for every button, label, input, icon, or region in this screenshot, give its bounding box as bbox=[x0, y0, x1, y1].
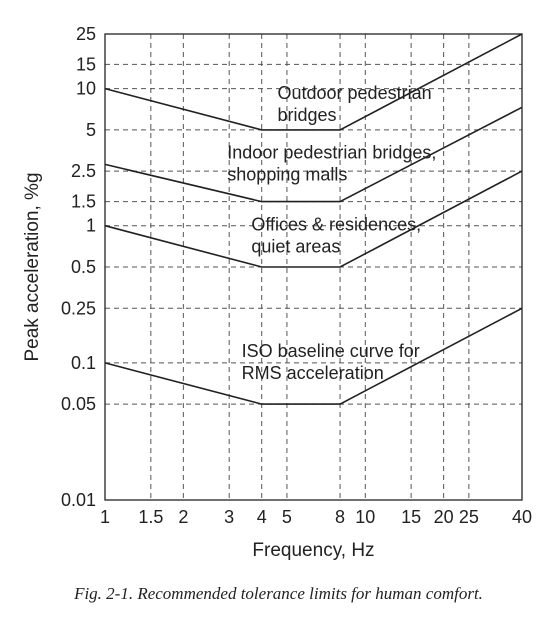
tolerance-curve bbox=[104, 33, 523, 131]
x-tick-label: 2 bbox=[178, 507, 188, 527]
curve-annotation: ISO baseline curve for RMS acceleration bbox=[242, 341, 420, 383]
tolerance-curve bbox=[104, 307, 523, 405]
y-tick-label: 15 bbox=[76, 54, 96, 74]
x-tick-label: 20 bbox=[434, 507, 454, 527]
x-tick-label: 4 bbox=[257, 507, 267, 527]
x-tick-label: 8 bbox=[335, 507, 345, 527]
x-tick-labels: 1 1.5 2 3 4 5 8 10 15 20 25 40 bbox=[100, 507, 532, 527]
tolerance-curves bbox=[104, 33, 523, 405]
x-tick-label: 15 bbox=[401, 507, 421, 527]
y-tick-label: 10 bbox=[76, 79, 96, 99]
y-tick-label: 25 bbox=[76, 24, 96, 44]
x-axis-label: Frequency, Hz bbox=[252, 540, 374, 561]
figure-caption: Fig. 2-1. Recommended tolerance limits f… bbox=[74, 584, 483, 603]
y-axis-label: Peak acceleration, %g bbox=[22, 172, 43, 361]
x-tick-label: 5 bbox=[282, 507, 292, 527]
curve-annotation: Offices & residences, quiet areas bbox=[251, 215, 421, 257]
x-tick-label: 25 bbox=[459, 507, 479, 527]
y-tick-label: 0.5 bbox=[71, 257, 96, 277]
plot-frame bbox=[104, 33, 523, 501]
x-tick-label: 40 bbox=[512, 507, 532, 527]
y-tick-label: 0.1 bbox=[71, 353, 96, 373]
y-tick-label: 0.05 bbox=[61, 394, 96, 414]
x-tick-label: 10 bbox=[355, 507, 375, 527]
y-tick-label: 0.01 bbox=[61, 490, 96, 510]
curve-annotation: Outdoor pedestrian bridges bbox=[278, 83, 432, 125]
y-tick-label: 5 bbox=[86, 120, 96, 140]
y-tick-labels: 0.01 0.05 0.1 0.25 0.5 1 1.5 2.5 5 10 15 25 bbox=[61, 24, 96, 510]
y-tick-label: 1 bbox=[86, 216, 96, 236]
tolerance-curve bbox=[104, 170, 523, 268]
chart: 1 1.5 2 3 4 5 8 10 15 20 25 40 0.010.050.10.250.511… bbox=[22, 24, 532, 561]
curve-annotations: Outdoor pedestrian bridges Indoor pedestri… bbox=[227, 83, 436, 383]
curve-annotation: Indoor pedestrian bridges, shopping malls bbox=[227, 142, 436, 184]
y-tick-label: 1.5 bbox=[71, 192, 96, 212]
x-tick-label: 1 bbox=[100, 507, 110, 527]
tolerance-curve bbox=[104, 106, 523, 203]
y-tick-label: 2.5 bbox=[71, 161, 96, 181]
x-tick-label: 3 bbox=[224, 507, 234, 527]
x-tick-label: 1.5 bbox=[138, 507, 163, 527]
y-tick-label: 0.25 bbox=[61, 298, 96, 318]
